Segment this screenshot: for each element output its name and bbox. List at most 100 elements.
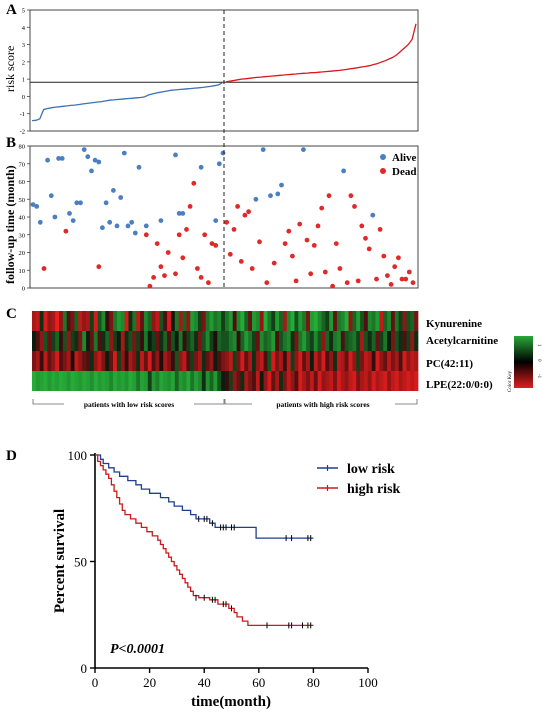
heatmap-cell xyxy=(89,331,95,351)
heatmap-cell xyxy=(151,351,156,371)
heatmap-cell xyxy=(306,351,311,371)
heatmap-cell xyxy=(236,371,241,391)
dead-point xyxy=(242,212,248,218)
heatmap-cell xyxy=(244,351,249,371)
heatmap-cell xyxy=(66,371,71,391)
heatmap-cell xyxy=(86,311,91,331)
dead-point xyxy=(249,266,255,271)
heatmap-cell xyxy=(271,371,276,391)
heatmap-cell xyxy=(248,331,253,351)
dead-point xyxy=(195,266,200,271)
heatmap-cell xyxy=(51,311,56,331)
alive-point xyxy=(118,195,124,200)
heatmap-cell xyxy=(197,331,203,351)
dead-point xyxy=(366,246,372,252)
heatmap-cell xyxy=(271,331,276,351)
heatmap-cell xyxy=(190,371,195,391)
km-x-axis-label: time(month) xyxy=(191,694,271,710)
heatmap-cell xyxy=(329,311,334,331)
alive-point xyxy=(74,200,80,206)
heatmap-cell xyxy=(290,351,295,371)
heatmap-cell xyxy=(209,351,214,371)
dead-point xyxy=(352,204,357,209)
heatmap-cell xyxy=(367,311,373,331)
heatmap-cell xyxy=(120,331,125,351)
heatmap-cell xyxy=(43,311,48,331)
heatmap-cell xyxy=(414,371,419,391)
heatmap-cell xyxy=(174,351,180,371)
heatmap-cell xyxy=(352,331,357,351)
heatmap-cell xyxy=(244,331,249,351)
dead-point xyxy=(180,255,186,261)
dead-point xyxy=(293,278,299,284)
alive-point xyxy=(198,164,204,170)
heatmap-cell xyxy=(140,311,145,331)
heatmap-cell xyxy=(47,351,52,371)
high-bracket-left xyxy=(224,399,252,405)
risk-y-tick-label: -2 xyxy=(20,129,25,136)
alive-point xyxy=(107,219,113,225)
dead-point xyxy=(326,193,332,199)
risk-y-tick-label: 3 xyxy=(22,42,25,49)
heatmap-cell xyxy=(309,331,315,351)
heatmap-cell xyxy=(97,371,102,391)
heatmap-cell xyxy=(213,371,218,391)
heatmap-cell xyxy=(398,351,403,371)
low-risk-group-label: patients with low risk scores xyxy=(84,400,174,409)
heatmap-cell xyxy=(394,311,400,331)
heatmap-cell xyxy=(306,331,311,351)
dead-point xyxy=(143,232,149,238)
heatmap-cell xyxy=(105,311,110,331)
followup-y-ticks: 80 70 60 50 40 30 20 10 0 xyxy=(19,144,30,293)
dead-point xyxy=(151,275,157,280)
heatmap-cell xyxy=(414,311,419,331)
heatmap-cell xyxy=(78,311,83,331)
heatmap-cell xyxy=(74,371,79,391)
dead-point xyxy=(330,283,335,289)
heatmap-cell xyxy=(101,311,106,331)
km-y-tick-label: 0 xyxy=(81,661,88,676)
heatmap-cell xyxy=(236,351,241,371)
heatmap-cell xyxy=(201,351,207,371)
heatmap-cell xyxy=(143,351,149,371)
heatmap-cell xyxy=(406,331,411,351)
heatmap-cell xyxy=(32,371,37,391)
risk-y-tick-label: -1 xyxy=(20,111,25,118)
heatmap-cell xyxy=(225,311,230,331)
heatmap-cell xyxy=(336,311,342,331)
heatmap-cell xyxy=(290,371,295,391)
alive-point xyxy=(260,147,266,153)
risk-y-tick-label: 2 xyxy=(22,59,25,66)
alive-point xyxy=(92,157,98,163)
followup-y-tick-label: 0 xyxy=(22,286,25,293)
heatmap-cell xyxy=(371,351,376,371)
heatmap-cell xyxy=(174,311,180,331)
p-value-annotation: P<0.0001 xyxy=(110,642,165,657)
heatmap-cell xyxy=(340,371,346,391)
heatmap-cell xyxy=(167,331,172,351)
km-x-tick-label: 100 xyxy=(358,675,378,690)
km-x-tick-label: 40 xyxy=(198,675,211,690)
heatmap-cell xyxy=(116,371,122,391)
dead-point xyxy=(191,180,197,186)
heatmap-cell xyxy=(174,331,180,351)
dead-point xyxy=(359,223,365,229)
heatmap-cell xyxy=(59,331,64,351)
heatmap-cell xyxy=(286,311,291,331)
heatmap-cell xyxy=(398,311,403,331)
heatmap-cell xyxy=(302,331,307,351)
heatmap-cell xyxy=(360,311,365,331)
heatmap-cell xyxy=(394,371,400,391)
heatmap-cell xyxy=(136,311,141,331)
heatmap-cell xyxy=(225,371,230,391)
alive-point xyxy=(370,212,376,218)
heatmap-cell xyxy=(197,371,203,391)
heatmap-cell xyxy=(294,331,299,351)
dead-point xyxy=(385,273,390,278)
heatmap-cell xyxy=(55,311,60,331)
heatmap-cell xyxy=(352,311,357,331)
heatmap-cell xyxy=(275,351,280,371)
heatmap-cell xyxy=(306,371,311,391)
heatmap-cell xyxy=(221,311,226,331)
heatmap-cell xyxy=(66,331,71,351)
